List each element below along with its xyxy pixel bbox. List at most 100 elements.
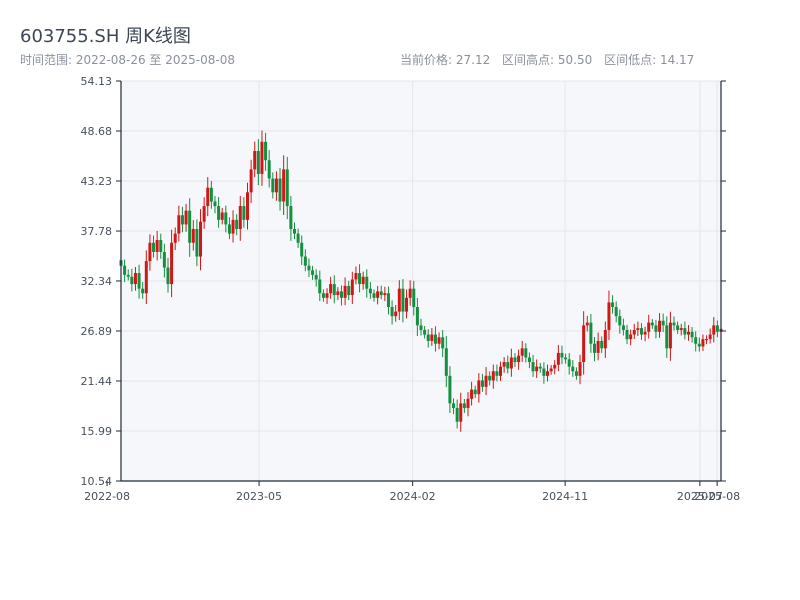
candle-body — [643, 331, 647, 335]
candle-body — [621, 325, 625, 330]
candle-body — [408, 288, 412, 298]
x-tick-label: 2025-07 — [677, 490, 723, 503]
candle-body — [141, 288, 145, 294]
candle-body — [542, 368, 546, 376]
candle-body — [307, 265, 311, 271]
candle-body — [256, 151, 260, 174]
candle-body — [502, 362, 506, 367]
candle-body — [694, 337, 698, 344]
candle-body — [206, 187, 210, 207]
x-tick-label: 2024-11 — [542, 490, 588, 503]
candle-body — [386, 293, 390, 308]
candle-body — [574, 371, 578, 376]
candle-body — [343, 285, 347, 298]
candle-body — [321, 293, 325, 298]
x-tick-label: 2022-08 — [84, 490, 130, 503]
candle-body — [560, 352, 564, 358]
candle-body — [227, 224, 231, 234]
candle-body — [379, 291, 383, 296]
y-tick-label: 43.23 — [81, 175, 113, 188]
y-tick-label: 10.54 — [81, 475, 113, 488]
candle-body — [517, 355, 521, 363]
chart-title: 603755.SH 周K线图 — [20, 26, 191, 47]
candle-body — [285, 169, 289, 207]
price-summary: 当前价格: 27.12 区间高点: 50.50 区间低点: 14.17 — [400, 51, 702, 68]
candle-body — [274, 178, 278, 193]
date-range-label: 时间范围: 2022-08-26 至 2025-08-08 — [20, 53, 235, 67]
candle-body — [311, 270, 315, 275]
candle-body — [535, 366, 539, 372]
candle-body — [332, 284, 336, 296]
candle-body — [600, 340, 604, 349]
candle-body — [318, 279, 322, 294]
candle-body — [488, 375, 492, 381]
candle-body — [372, 293, 376, 298]
candle-body — [665, 325, 669, 349]
current-price-label: 当前价格: 27.12 — [400, 53, 491, 67]
candle-body — [412, 288, 416, 308]
candle-body — [549, 368, 553, 372]
candle-body — [668, 322, 672, 349]
candle-body — [452, 403, 456, 408]
candle-body — [477, 380, 481, 395]
candle-body — [148, 242, 152, 262]
candle-body — [419, 325, 423, 330]
candle-body — [611, 302, 615, 308]
candle-body — [376, 291, 380, 298]
candle-body — [339, 291, 343, 298]
candle-body — [144, 261, 148, 294]
candle-body — [155, 240, 159, 252]
candle-body — [220, 212, 224, 220]
candle-body — [676, 325, 680, 330]
candle-body — [578, 362, 582, 376]
candle-body — [614, 307, 618, 317]
candle-body — [354, 273, 358, 280]
candle-body — [524, 348, 528, 358]
candle-body — [650, 322, 654, 326]
candle-body — [162, 251, 166, 268]
range-high-label: 区间高点: 50.50 — [502, 53, 593, 67]
candle-body — [426, 334, 430, 341]
y-tick-label: 48.68 — [81, 125, 113, 138]
candle-body — [166, 267, 170, 285]
candle-body — [401, 288, 405, 312]
candle-body — [639, 328, 643, 335]
candle-body — [267, 160, 271, 179]
candle-body — [654, 325, 658, 332]
candle-body — [564, 357, 568, 360]
candle-body — [397, 288, 401, 312]
candle-body — [437, 337, 441, 344]
candle-body — [137, 273, 141, 289]
candle-body — [152, 242, 156, 252]
candle-body — [170, 242, 174, 285]
grid-lines — [121, 80, 721, 482]
candle-body — [509, 357, 513, 369]
candle-body — [358, 273, 362, 285]
candle-body — [180, 215, 184, 225]
candle-body — [480, 380, 484, 387]
candle-body — [441, 337, 445, 349]
candle-body — [571, 366, 575, 372]
candle-body — [314, 274, 318, 280]
candle-body — [390, 307, 394, 317]
candle-body — [647, 322, 651, 332]
candle-body — [249, 169, 253, 193]
candle-body — [365, 276, 369, 289]
candle-body — [296, 233, 300, 243]
candle-body — [715, 325, 719, 332]
candle-body — [430, 334, 434, 341]
candle-body — [271, 178, 275, 193]
candle-body — [462, 403, 466, 408]
candle-body — [531, 362, 535, 372]
candle-body — [603, 329, 607, 349]
candle-body — [592, 343, 596, 353]
candle-body — [303, 256, 307, 266]
x-axis-labels: 2022-08 2023-05 2024-02 2024-11 2025-072025-… — [84, 490, 740, 503]
candle-body — [484, 375, 488, 387]
candle-body — [224, 212, 228, 225]
candle-body — [661, 320, 665, 326]
candle-body — [448, 375, 452, 404]
candle-body — [246, 192, 250, 220]
candle-body — [632, 329, 636, 335]
candle-body — [405, 297, 409, 312]
